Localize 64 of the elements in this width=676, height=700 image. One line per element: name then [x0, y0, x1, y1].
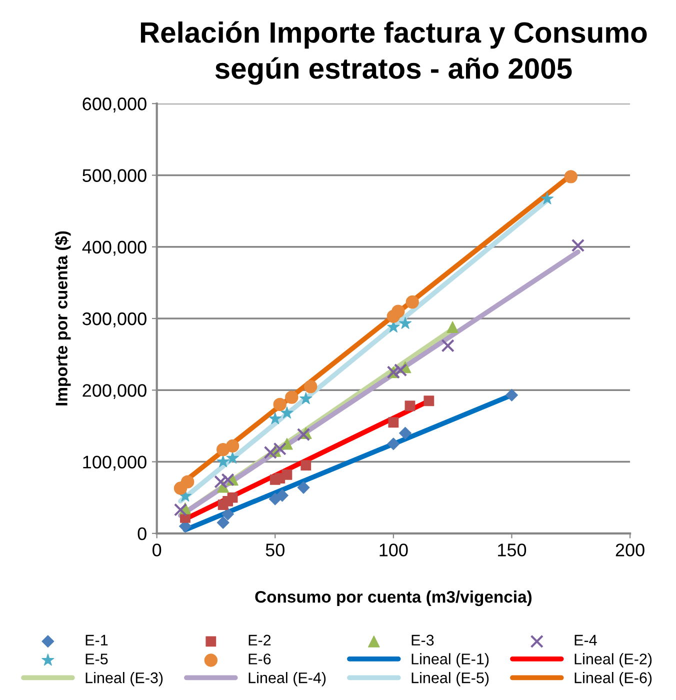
legend-label: E-2 — [248, 634, 271, 646]
point — [505, 388, 518, 402]
legend-label: E-4 — [574, 634, 597, 646]
point — [399, 426, 412, 440]
point — [297, 481, 310, 494]
point — [392, 304, 405, 318]
point — [571, 238, 585, 252]
x-tick-label: 0 — [152, 544, 162, 556]
x-axis-title: Consumo por cuenta (m3/vigencia) — [255, 590, 532, 606]
point — [540, 192, 554, 204]
point — [268, 412, 282, 424]
point — [300, 460, 312, 471]
x-tick-label: 150 — [498, 544, 526, 556]
point — [424, 396, 434, 406]
y-tick-label: 600,000 — [82, 98, 146, 112]
legend-label: Lineal (E-5) — [412, 672, 489, 686]
point — [180, 475, 194, 488]
x-tick-label: 200 — [616, 544, 644, 556]
y-tick-label: 200,000 — [82, 384, 146, 399]
point — [304, 380, 318, 394]
point — [282, 469, 292, 480]
point — [387, 438, 400, 450]
point — [174, 503, 188, 516]
legend-label: E-6 — [248, 654, 271, 664]
point — [276, 489, 288, 502]
legend-label: Lineal (E-4) — [248, 672, 326, 686]
legend-label: Lineal (E-6) — [574, 672, 652, 686]
point — [388, 417, 399, 428]
chart-title: Relación Importe factura y Consumo según estratos - año 2005 — [140, 21, 647, 85]
point — [226, 439, 240, 453]
legend-label: E-3 — [412, 634, 434, 646]
x-tick-label: 100 — [380, 544, 408, 556]
y-tick-label: 500,000 — [82, 169, 146, 184]
x-tick-label: 50 — [266, 544, 284, 556]
y-tick-label: 400,000 — [82, 240, 146, 256]
point — [398, 316, 412, 329]
point — [214, 475, 228, 488]
point — [441, 339, 454, 352]
point — [394, 363, 408, 377]
point — [273, 398, 286, 412]
legend-label: Lineal (E-2) — [574, 653, 652, 668]
y-axis-title: Importe por cuenta ($) — [54, 231, 71, 406]
point — [564, 170, 578, 184]
point — [281, 438, 293, 450]
point — [296, 428, 310, 442]
legend-label: E-1 — [86, 634, 108, 646]
point — [406, 295, 419, 309]
legend-label: E-5 — [86, 654, 108, 664]
point — [227, 492, 238, 503]
point — [226, 452, 239, 464]
point — [222, 508, 234, 520]
y-tick-label: 300,000 — [82, 312, 146, 328]
point — [300, 392, 312, 404]
legend-label: Lineal (E-1) — [412, 653, 489, 668]
point — [446, 321, 458, 333]
point — [285, 390, 298, 404]
point — [216, 455, 230, 468]
point — [280, 406, 294, 418]
y-tick-label: 100,000 — [83, 456, 146, 471]
y-tick-label: 0 — [138, 527, 146, 540]
point — [216, 516, 230, 529]
point — [221, 473, 234, 486]
legend-label: Lineal (E-3) — [86, 672, 163, 686]
point — [404, 400, 416, 412]
